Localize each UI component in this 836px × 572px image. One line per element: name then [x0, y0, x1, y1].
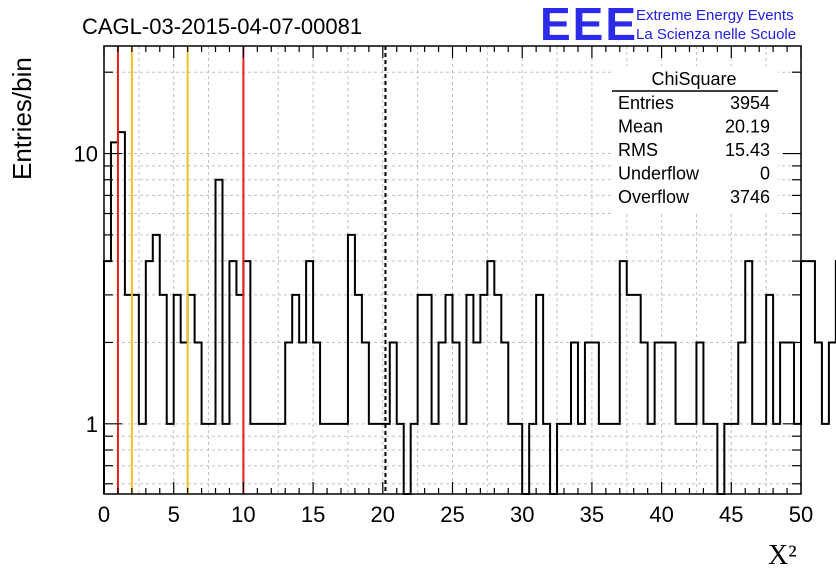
x-tick-label: 30: [510, 502, 534, 527]
x-tick-label: 40: [649, 502, 673, 527]
eee-logo-mark: EEE: [540, 0, 638, 50]
stats-label: Overflow: [618, 187, 690, 207]
stats-label: Mean: [618, 117, 663, 137]
tick-labels: 0 5 10 15 20 25 30 35 40 45 50 1 10: [74, 142, 814, 527]
page-title: CAGL-03-2015-04-07-00081: [82, 14, 362, 39]
stats-header: ChiSquare: [651, 69, 736, 89]
histogram-step-line: [103, 131, 836, 495]
x-tick-label: 5: [168, 502, 180, 527]
x-axis-label: X²: [768, 540, 797, 571]
stats-value: 15.43: [725, 140, 770, 160]
y-axis-label: Entries/bin: [7, 57, 37, 180]
x-tick-label: 10: [231, 502, 255, 527]
x-tick-label: 0: [98, 502, 110, 527]
stats-value: 20.19: [725, 117, 770, 137]
histogram-series: [103, 131, 836, 495]
eee-logo-line2: La Scienza nelle Scuole: [636, 26, 796, 43]
x-tick-label: 35: [580, 502, 604, 527]
stats-value: 0: [760, 164, 770, 184]
y-tick-label: 1: [86, 412, 98, 437]
eee-logo: EEE Extreme Energy Events La Scienza nel…: [540, 0, 796, 50]
eee-logo-line1: Extreme Energy Events: [636, 7, 794, 24]
x-tick-label: 45: [719, 502, 743, 527]
stats-label: Underflow: [618, 164, 700, 184]
stats-box: ChiSquare Entries 3954 Mean 20.19 RMS 15.43 Un…: [612, 66, 778, 214]
stats-rows: Entries 3954 Mean 20.19 RMS 15.43 Underflow 0 Ov…: [618, 93, 770, 207]
stats-value: 3954: [730, 93, 770, 113]
stats-label: RMS: [618, 140, 658, 160]
x-tick-label: 25: [440, 502, 464, 527]
axis-ticks: [103, 46, 802, 494]
stats-label: Entries: [618, 93, 674, 113]
y-tick-label: 10: [74, 142, 98, 167]
stats-value: 3746: [730, 187, 770, 207]
x-tick-label: 50: [789, 502, 813, 527]
reference-lines: [116, 46, 387, 494]
x-tick-label: 20: [371, 502, 395, 527]
x-tick-label: 15: [301, 502, 325, 527]
